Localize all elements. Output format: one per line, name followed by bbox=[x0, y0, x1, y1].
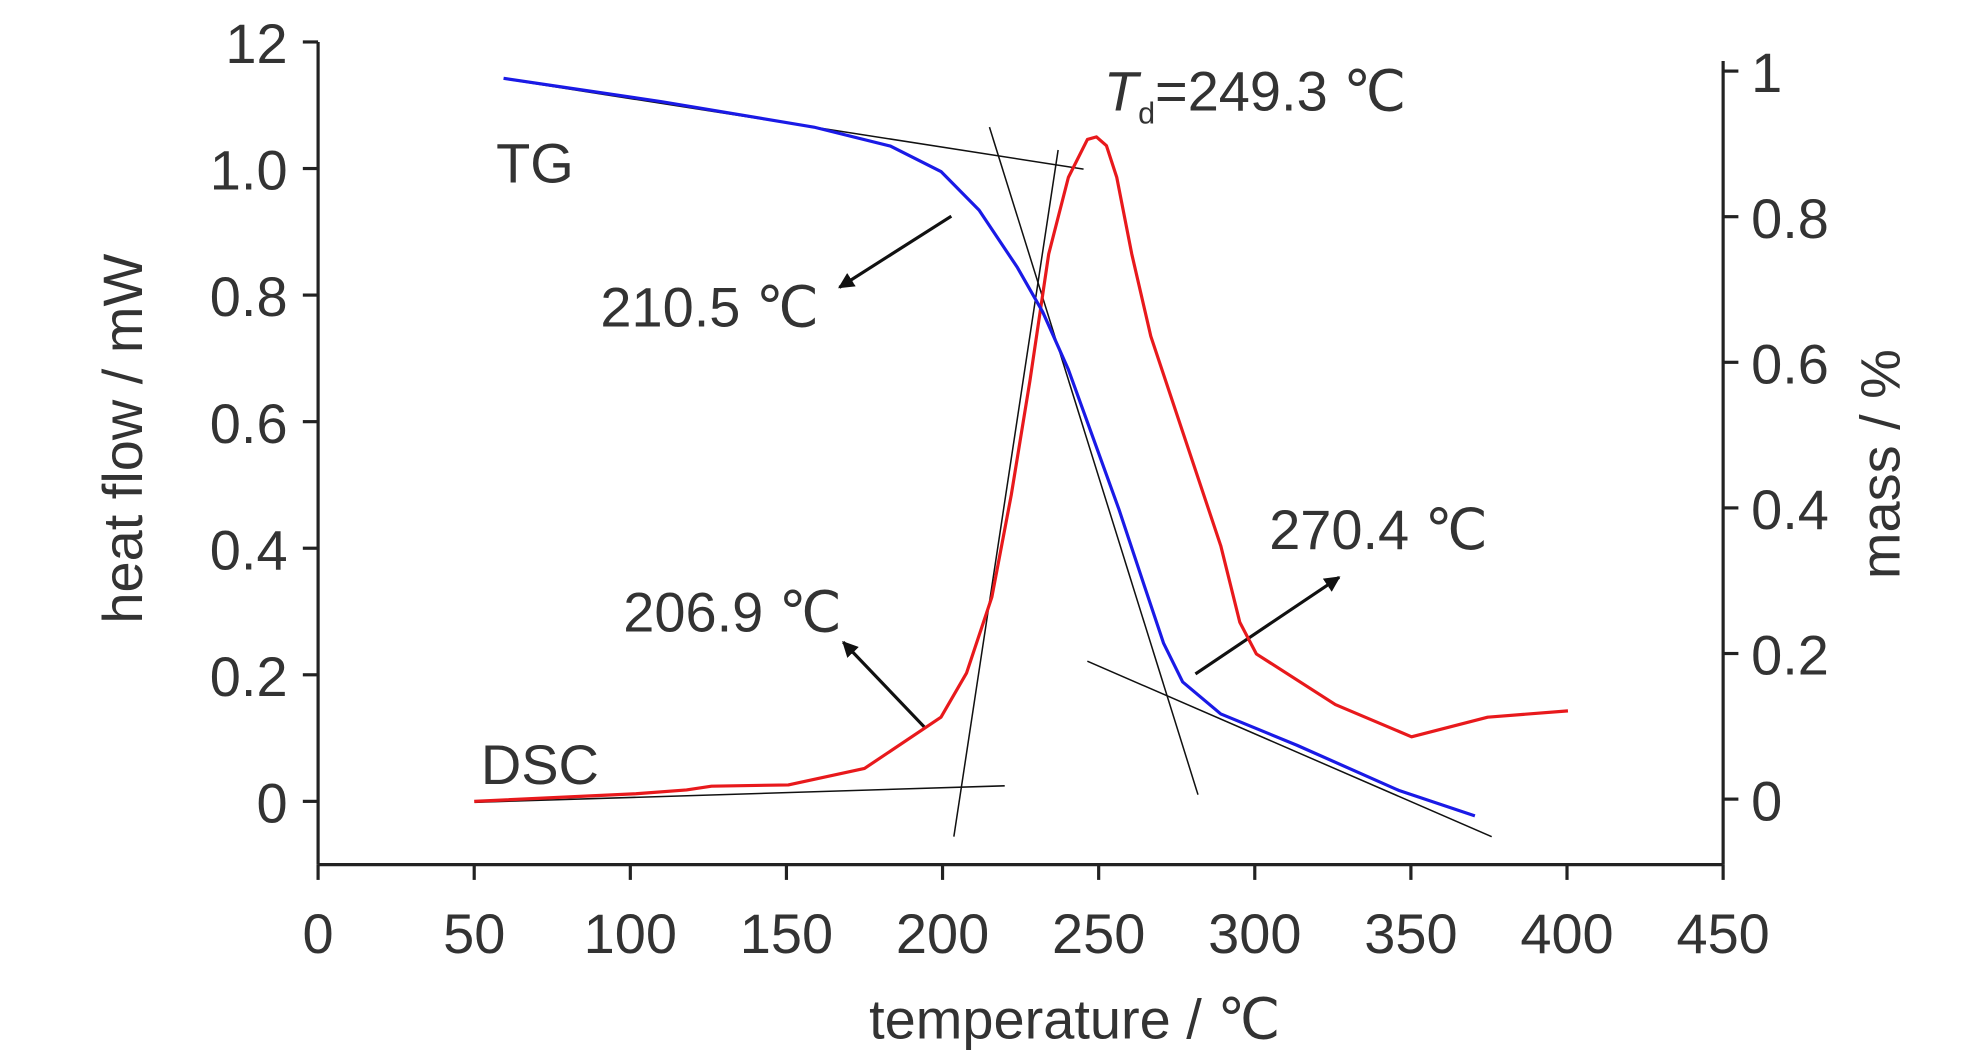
x-tick-label: 300 bbox=[1208, 902, 1301, 965]
arrow bbox=[1194, 575, 1341, 676]
annotation: 210.5 ℃ bbox=[600, 275, 818, 338]
axes bbox=[316, 41, 1725, 867]
y-tick-label: 1.0 bbox=[210, 139, 288, 202]
x-tick-label: 450 bbox=[1676, 902, 1769, 965]
peak-annotation: Td=249.3 ℃ bbox=[1104, 59, 1406, 131]
y-tick-label: 0.2 bbox=[210, 645, 288, 708]
arrow bbox=[838, 214, 953, 289]
x-tick-label: 350 bbox=[1364, 902, 1457, 965]
series-line bbox=[474, 135, 1569, 803]
y2-tick-label: 1 bbox=[1751, 41, 1782, 104]
series-label: DSC bbox=[481, 733, 599, 796]
y2-tick-label: 0.2 bbox=[1751, 624, 1829, 687]
annotation-subscript: d bbox=[1138, 97, 1155, 131]
x-tick-label: 100 bbox=[584, 902, 677, 965]
series-line bbox=[503, 76, 1476, 818]
y2-tick-label: 0.4 bbox=[1751, 478, 1829, 541]
y-tick-label: 0.8 bbox=[210, 265, 288, 328]
y2-tick-label: 0 bbox=[1751, 769, 1782, 832]
annotation-symbol: T bbox=[1104, 59, 1142, 122]
arrow bbox=[842, 640, 926, 729]
series-label: TG bbox=[496, 132, 574, 195]
annotation: 206.9 ℃ bbox=[623, 580, 841, 643]
tangent-line bbox=[1087, 660, 1493, 838]
y-tick-label: 0.4 bbox=[210, 518, 288, 581]
annotation-text: =249.3 ℃ bbox=[1155, 59, 1406, 122]
x-tick-label: 250 bbox=[1052, 902, 1145, 965]
y-axis-label: heat flow / mW bbox=[91, 254, 154, 624]
x-tick-label: 200 bbox=[896, 902, 989, 965]
x-tick-label: 50 bbox=[443, 902, 505, 965]
x-tick-label: 0 bbox=[303, 902, 334, 965]
x-tick-label: 150 bbox=[740, 902, 833, 965]
y-tick-label: 0 bbox=[256, 771, 287, 834]
tangent-line bbox=[988, 126, 1199, 795]
tangent-lines bbox=[474, 78, 1493, 838]
y-tick-label: 0.6 bbox=[210, 392, 288, 455]
tangent-line bbox=[953, 149, 1059, 837]
arrows bbox=[838, 214, 1341, 729]
y2-tick-label: 0.8 bbox=[1751, 187, 1829, 250]
tangent-line bbox=[474, 785, 1005, 804]
y2-tick-label: 0.6 bbox=[1751, 332, 1829, 395]
x-axis-label: temperature / ℃ bbox=[869, 987, 1280, 1050]
x-tick-label: 400 bbox=[1520, 902, 1613, 965]
y2-axis-label: mass / % bbox=[1848, 349, 1911, 579]
y-tick-label: 12 bbox=[225, 12, 287, 75]
annotation: 270.4 ℃ bbox=[1269, 498, 1487, 561]
